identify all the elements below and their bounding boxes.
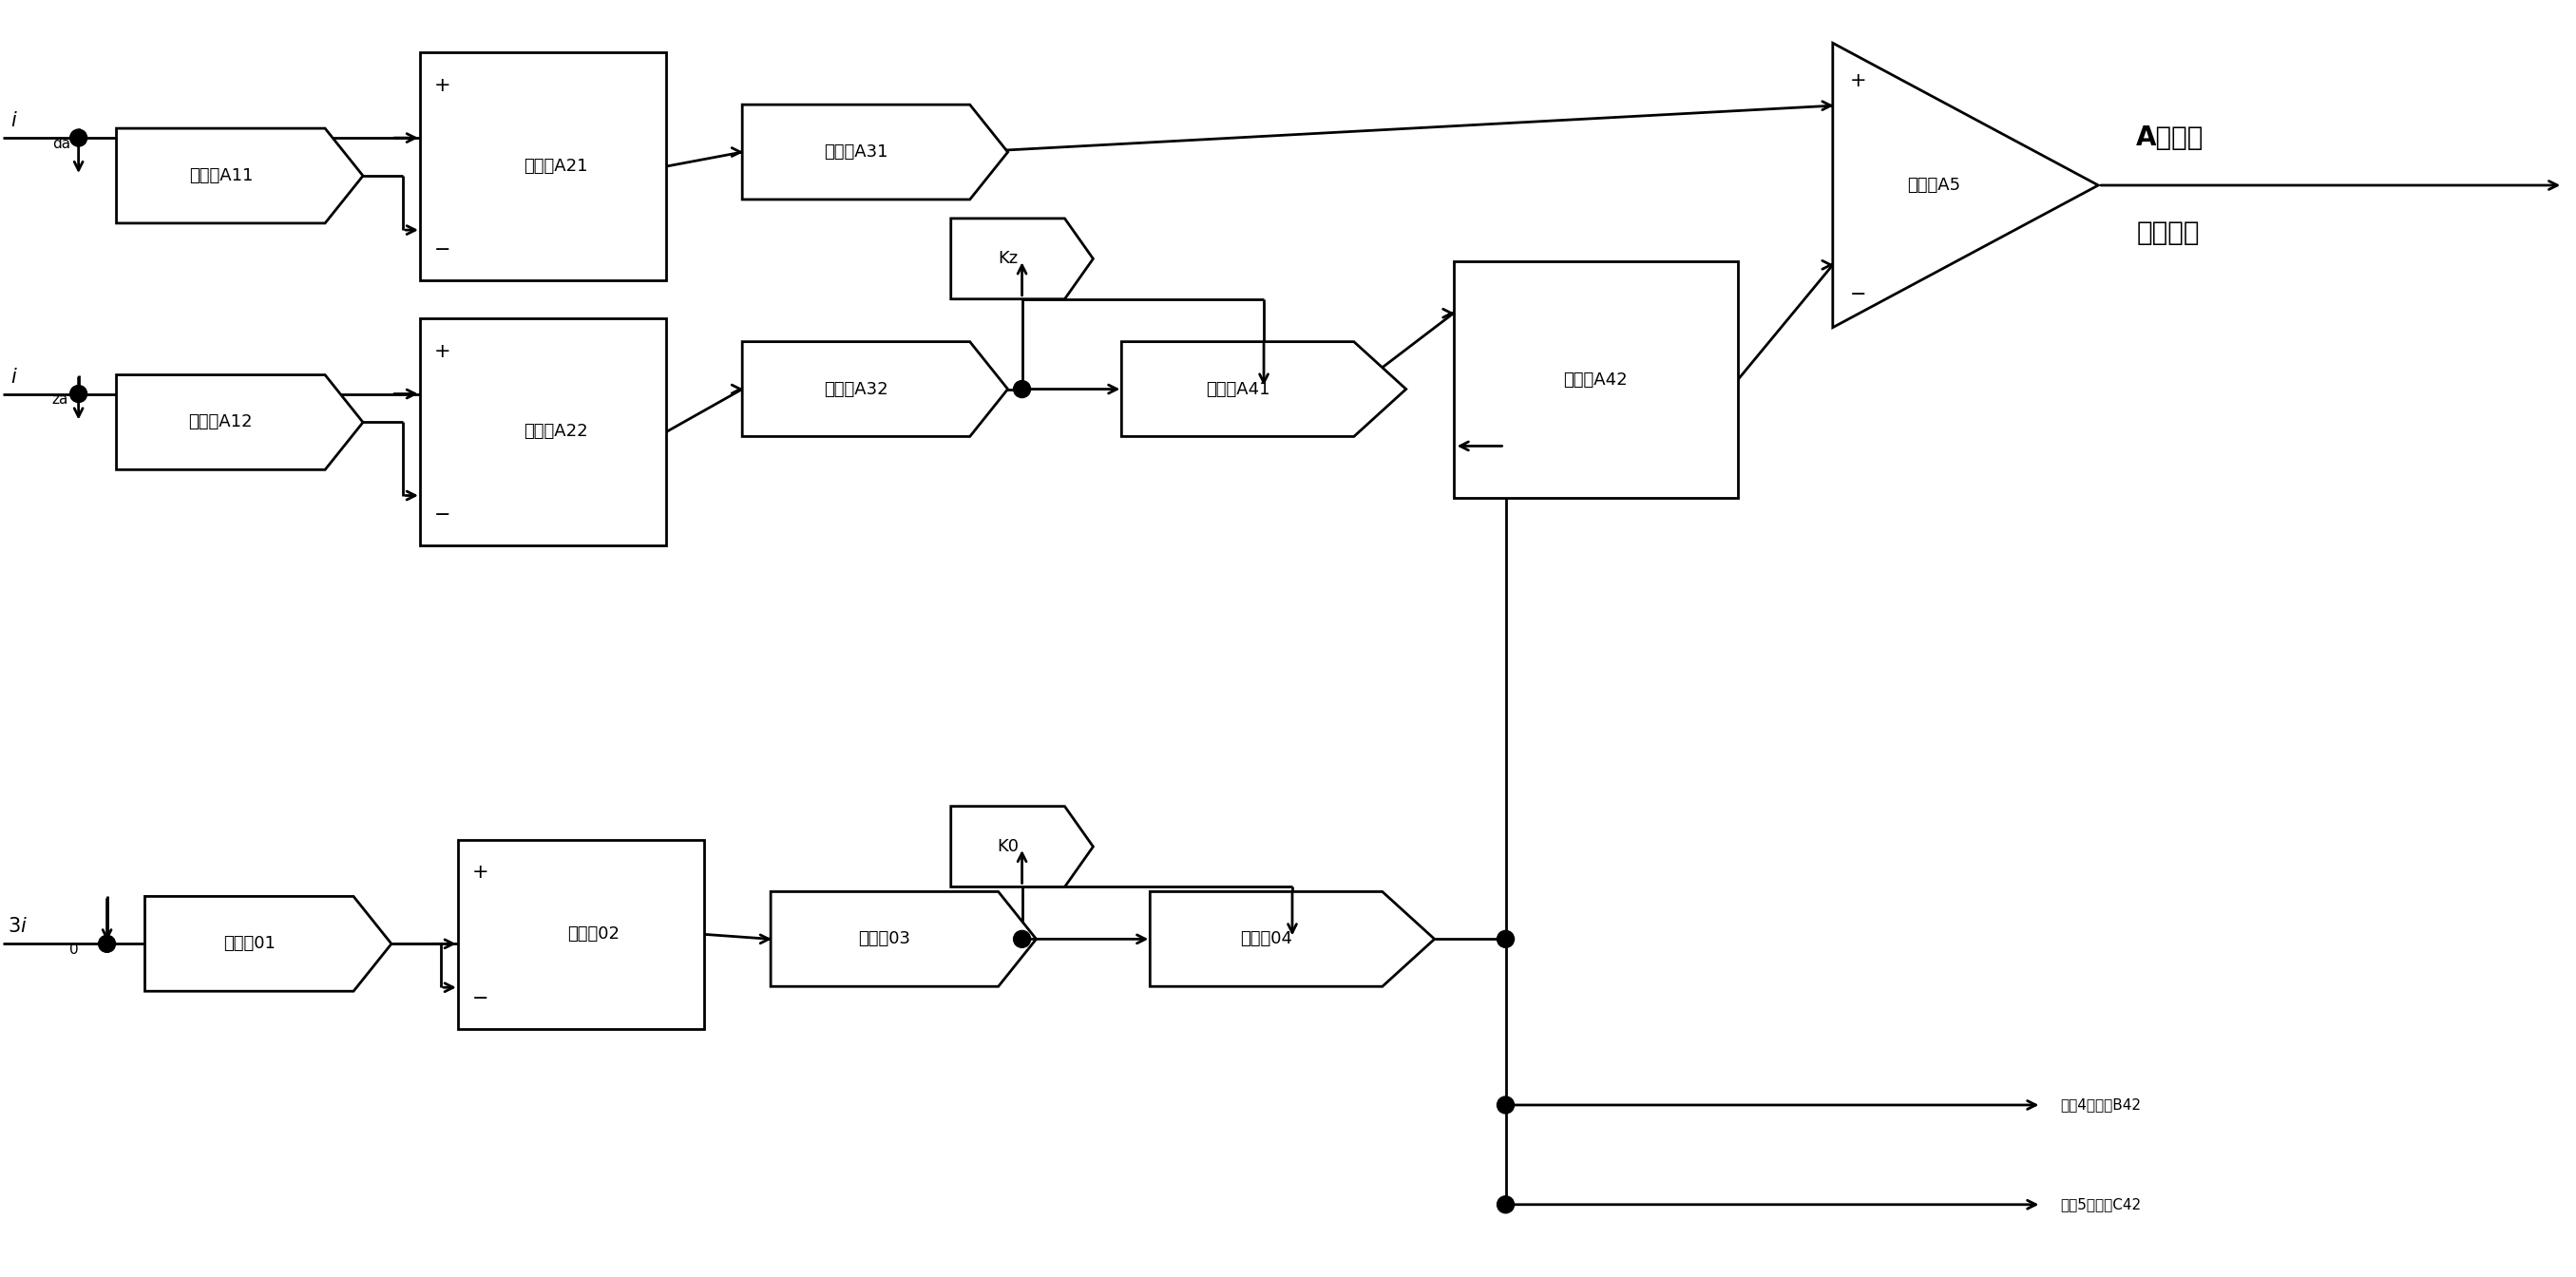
- Polygon shape: [742, 342, 1007, 437]
- Text: 至图4加法器B42: 至图4加法器B42: [2061, 1098, 2141, 1112]
- Text: −: −: [471, 990, 489, 1009]
- Text: −: −: [435, 240, 451, 259]
- Polygon shape: [1121, 342, 1406, 437]
- Text: 滤波器A32: 滤波器A32: [824, 381, 889, 397]
- Circle shape: [70, 386, 88, 402]
- Text: 0: 0: [70, 942, 77, 956]
- Bar: [420, 318, 667, 545]
- Polygon shape: [144, 896, 392, 991]
- Text: $3i$: $3i$: [8, 917, 28, 936]
- Circle shape: [98, 935, 116, 953]
- Polygon shape: [1149, 891, 1435, 987]
- Polygon shape: [742, 105, 1007, 199]
- Circle shape: [1012, 931, 1030, 948]
- Polygon shape: [1832, 43, 2099, 327]
- Text: 记忆器A11: 记忆器A11: [188, 167, 252, 184]
- Circle shape: [1497, 1097, 1515, 1114]
- Text: 减法器02: 减法器02: [567, 926, 621, 942]
- Text: 动作信号: 动作信号: [2136, 220, 2200, 246]
- Text: da: da: [52, 137, 70, 151]
- Text: +: +: [435, 342, 451, 360]
- Text: Kz: Kz: [997, 250, 1018, 267]
- Polygon shape: [951, 806, 1092, 888]
- Text: 减法器A22: 减法器A22: [523, 423, 587, 441]
- Text: 减法器A21: 减法器A21: [523, 158, 587, 175]
- Text: +: +: [435, 77, 451, 96]
- Text: 记忆器01: 记忆器01: [224, 935, 276, 953]
- Polygon shape: [770, 891, 1036, 987]
- Text: 加法器A42: 加法器A42: [1564, 372, 1628, 388]
- Circle shape: [1497, 931, 1515, 948]
- Text: +: +: [1850, 72, 1868, 91]
- Polygon shape: [116, 129, 363, 223]
- Polygon shape: [951, 218, 1092, 299]
- Text: 乘法器A41: 乘法器A41: [1206, 381, 1270, 397]
- Circle shape: [1497, 1197, 1515, 1213]
- Text: $i$: $i$: [10, 368, 18, 387]
- Circle shape: [70, 129, 88, 147]
- Text: 乘法器04: 乘法器04: [1239, 931, 1293, 948]
- Text: A相比差: A相比差: [2136, 125, 2205, 151]
- Circle shape: [1012, 381, 1030, 397]
- Text: K0: K0: [997, 838, 1018, 856]
- Bar: [1453, 261, 1739, 498]
- Bar: [459, 839, 703, 1029]
- Text: −: −: [1850, 285, 1868, 304]
- Polygon shape: [116, 375, 363, 470]
- Text: 记忆器A12: 记忆器A12: [188, 414, 252, 430]
- Text: 滤波器A31: 滤波器A31: [824, 143, 889, 161]
- Text: −: −: [435, 506, 451, 525]
- Text: $i$: $i$: [10, 111, 18, 130]
- Text: 滤波器03: 滤波器03: [858, 931, 912, 948]
- Text: za: za: [52, 392, 70, 406]
- Text: 比较器A5: 比较器A5: [1906, 176, 1960, 194]
- Text: +: +: [471, 863, 489, 882]
- Text: 至图5加法器C42: 至图5加法器C42: [2061, 1198, 2141, 1212]
- Bar: [420, 52, 667, 280]
